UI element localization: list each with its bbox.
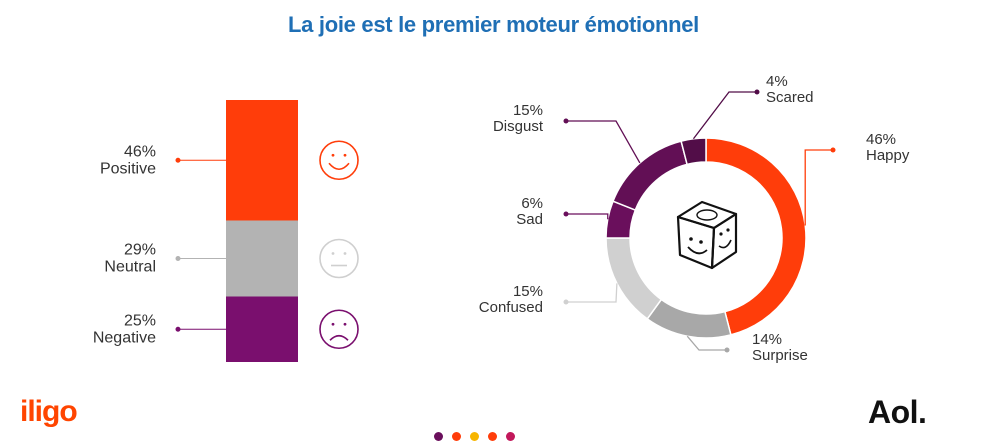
donut-chart: 46%Happy14%Surprise15%Confused6%Sad15%Di… — [479, 73, 910, 364]
donut-value-label: 6% — [521, 195, 543, 212]
donut-category-label: Surprise — [752, 347, 808, 364]
bar-category-label: Positive — [100, 160, 156, 177]
leader-dot — [175, 256, 181, 262]
neutral-face-icon — [319, 238, 359, 279]
footer-dot — [506, 432, 515, 441]
donut-slice-confused — [605, 237, 663, 320]
donut-leader-line — [804, 149, 833, 226]
donut-value-label: 15% — [513, 283, 543, 300]
donut-value-label: 46% — [866, 131, 896, 148]
donut-value-label: 15% — [513, 102, 543, 119]
chart-title: La joie est le premier moteur émotionnel — [288, 12, 699, 37]
bar-value-label: 29% — [124, 242, 156, 259]
bar-value-label: 25% — [124, 312, 156, 329]
donut-leader-dot — [830, 147, 836, 153]
donut-leader-dot — [563, 211, 569, 217]
donut-leader-line — [686, 335, 727, 351]
leader-dot — [175, 157, 181, 163]
bar-segment-positive — [226, 100, 298, 221]
footer-dot — [470, 432, 479, 441]
donut-leader-line — [566, 283, 618, 303]
donut-category-label: Sad — [516, 211, 543, 228]
donut-category-label: Disgust — [493, 118, 544, 135]
donut-value-label: 14% — [752, 331, 782, 348]
bar-segment-negative — [226, 296, 298, 362]
aol-logo: Aol. — [868, 394, 927, 430]
donut-leader-dot — [563, 299, 569, 305]
donut-slice-disgust — [612, 140, 689, 211]
bar-value-label: 46% — [124, 143, 156, 160]
donut-leader-dot — [754, 89, 760, 95]
donut-value-label: 4% — [766, 73, 788, 90]
donut-category-label: Confused — [479, 299, 543, 316]
emotion-cube-icon — [676, 200, 738, 270]
footer-dot — [434, 432, 443, 441]
footer-dot — [452, 432, 461, 441]
sad-face-icon — [319, 309, 359, 350]
bar-category-label: Neutral — [104, 259, 156, 276]
happy-face-icon — [319, 140, 359, 181]
donut-leader-line — [566, 213, 609, 220]
leader-dot — [175, 326, 181, 332]
donut-category-label: Scared — [766, 89, 814, 106]
donut-slice-scared — [680, 137, 707, 166]
donut-leader-dot — [563, 118, 569, 124]
donut-leader-line — [692, 91, 757, 140]
stacked-bar-chart: 46%Positive 29%Neutral 25%Negative — [93, 100, 359, 362]
donut-category-label: Happy — [866, 147, 910, 164]
donut-slice-happy — [705, 137, 807, 336]
footer-dots — [434, 432, 515, 441]
footer-dot — [488, 432, 497, 441]
donut-slice-surprise — [646, 298, 732, 339]
donut-leader-line — [566, 120, 641, 164]
donut-leader-dot — [724, 347, 730, 353]
iligo-logo: iligo — [20, 395, 78, 428]
bar-segment-neutral — [226, 220, 298, 297]
bar-category-label: Negative — [93, 329, 156, 346]
